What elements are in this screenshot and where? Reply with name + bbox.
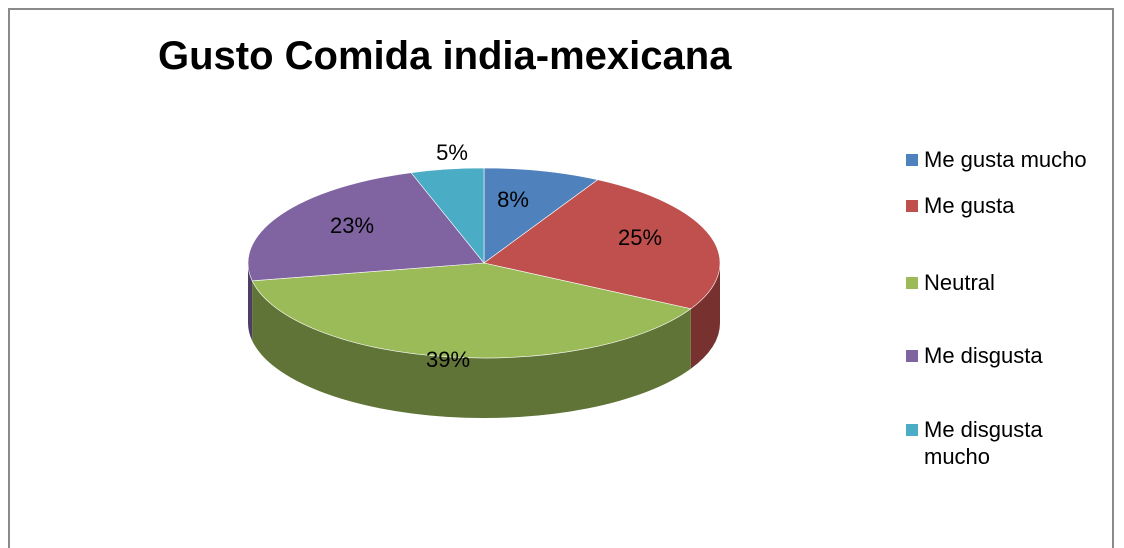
legend-swatch	[906, 350, 918, 362]
data-label-me-gusta-mucho: 8%	[497, 187, 529, 212]
pie-slice-me-gusta	[483, 179, 721, 310]
pie-side-neutral	[252, 280, 691, 418]
legend-label: Me disgusta mucho	[924, 417, 1043, 469]
legend-label: Neutral	[924, 270, 995, 295]
legend-swatch	[906, 200, 918, 212]
legend-swatch	[906, 154, 918, 166]
pie-slice-me-gusta-mucho	[483, 167, 599, 264]
pie-slice-me-disgusta-mucho	[410, 167, 485, 264]
chart-title: Gusto Comida india-mexicana	[158, 34, 732, 78]
data-label-me-disgusta: 23%	[330, 213, 374, 238]
legend-label: Me gusta mucho	[924, 147, 1087, 172]
legend-swatch	[906, 424, 918, 436]
data-label-me-disgusta-mucho: 5%	[436, 140, 468, 165]
pie-slice-neutral	[251, 262, 692, 359]
data-label-me-gusta: 25%	[618, 225, 662, 250]
pie-side-me-disgusta	[248, 263, 253, 341]
legend-label: Me gusta	[924, 193, 1015, 218]
legend-label: Me disgusta	[924, 343, 1043, 368]
pie-side-me-gusta	[690, 263, 720, 369]
pie-slice-me-disgusta	[247, 172, 485, 282]
data-label-neutral: 39%	[426, 347, 470, 372]
legend-swatch	[906, 277, 918, 289]
pie-sides	[248, 263, 720, 418]
